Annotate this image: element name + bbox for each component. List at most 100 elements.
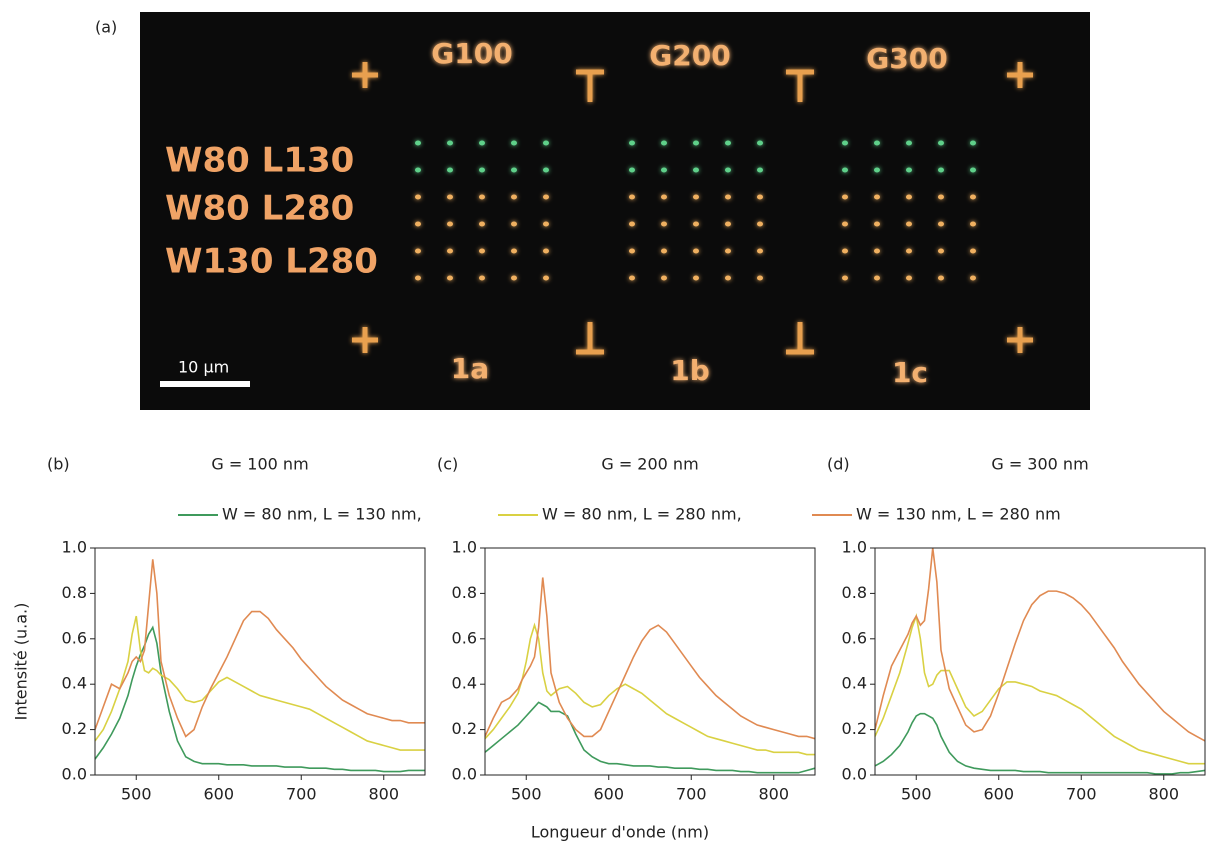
group-label: G100 [431,37,512,70]
nanoantenna [629,248,635,254]
y-tick-label: 0.6 [842,628,867,647]
nanoantenna [693,275,699,281]
group-labels: G100 G200 G300 1a 1b 1c [431,37,947,389]
sample-label: 1b [670,354,710,387]
t-mark [576,69,604,102]
nanoantenna [757,140,763,146]
nanoantenna [906,194,912,200]
nanoantenna [874,221,880,227]
y-tick-label: 0.8 [62,583,87,602]
nanoantenna [906,275,912,281]
nanoantenna [447,248,453,254]
spectrum-line [94,625,425,773]
nanoantenna [906,167,912,173]
y-tick-label: 0.4 [62,674,87,693]
nanoantenna [725,140,731,146]
x-tick-label: 500 [121,785,152,804]
sample-label: 1c [892,356,928,389]
nanoantenna [661,140,667,146]
nanoantenna [938,140,944,146]
cross-mark [352,327,378,353]
y-tick-label: 0.0 [452,765,477,784]
cross-mark [1007,327,1033,353]
spectrum-line [484,577,816,740]
nanoantenna [906,140,912,146]
nanoantenna [479,275,485,281]
y-tick-label: 0.2 [62,719,87,738]
nanoantenna [661,221,667,227]
row-label: W130 L280 [165,242,378,282]
nanoantenna [511,140,517,146]
x-tick-label: 800 [1148,785,1179,804]
x-tick-label: 700 [286,785,317,804]
x-tick-label: 800 [758,785,789,804]
nanoantenna [447,167,453,173]
spectrum-line [874,712,1206,775]
x-tick-label: 600 [983,785,1014,804]
nanoantenna [661,275,667,281]
nanoantenna [415,275,421,281]
nanoantenna [629,221,635,227]
nanoantenna [447,140,453,146]
x-tick-label: 700 [676,785,707,804]
legend-label: W = 80 nm, L = 130 nm, [222,505,422,524]
nanoantenna [938,221,944,227]
nanoantenna [842,140,848,146]
cross-mark [1007,62,1033,88]
nanoantenna [693,194,699,200]
nanoantenna [415,248,421,254]
nanoantenna [543,248,549,254]
nanoantenna [938,167,944,173]
nanoantenna [693,140,699,146]
nanoantenna [938,194,944,200]
t-mark [576,322,604,355]
nanoantenna [661,194,667,200]
nanoantenna [970,194,976,200]
nanoantenna [415,167,421,173]
scale-bar-label: 10 μm [178,358,229,377]
cross-mark [352,62,378,88]
nanoantenna [970,275,976,281]
nanoantenna [629,194,635,200]
nanoantenna [511,221,517,227]
y-tick-label: 1.0 [452,538,477,557]
nanoantenna [970,167,976,173]
dot-arrays [415,140,976,281]
nanoantenna [415,140,421,146]
nanoantenna [479,221,485,227]
group-label: G200 [649,39,730,72]
x-tick-label: 500 [901,785,932,804]
nanoantenna [661,248,667,254]
nanoantenna [874,275,880,281]
nanoantenna [842,194,848,200]
spectrum-line [484,701,816,774]
panel-label: (d) [827,455,850,474]
nanoantenna [629,275,635,281]
x-tick-label: 800 [368,785,399,804]
x-tick-label: 500 [511,785,542,804]
nanoantenna [447,275,453,281]
nanoantenna [757,194,763,200]
y-tick-label: 0.0 [62,765,87,784]
nanoantenna [842,248,848,254]
chart-title: G = 300 nm [991,455,1088,474]
y-axis-label: Intensité (u.a.) [12,603,31,721]
y-tick-label: 1.0 [62,538,87,557]
nanoantenna [970,248,976,254]
spectrum-line [874,547,1206,742]
y-tick-label: 0.8 [452,583,477,602]
plot-frame [94,547,426,776]
y-tick-label: 0.2 [842,719,867,738]
chart-title: G = 200 nm [601,455,698,474]
nanoantenna [757,221,763,227]
spectrum-line [94,615,425,751]
y-tick-label: 1.0 [842,538,867,557]
x-axis-label: Longueur d'onde (nm) [531,823,709,842]
y-tick-label: 0.6 [452,628,477,647]
nanoantenna [725,248,731,254]
nanoantenna [661,167,667,173]
nanoantenna [874,167,880,173]
y-tick-label: 0.2 [452,719,477,738]
nanoantenna [693,248,699,254]
